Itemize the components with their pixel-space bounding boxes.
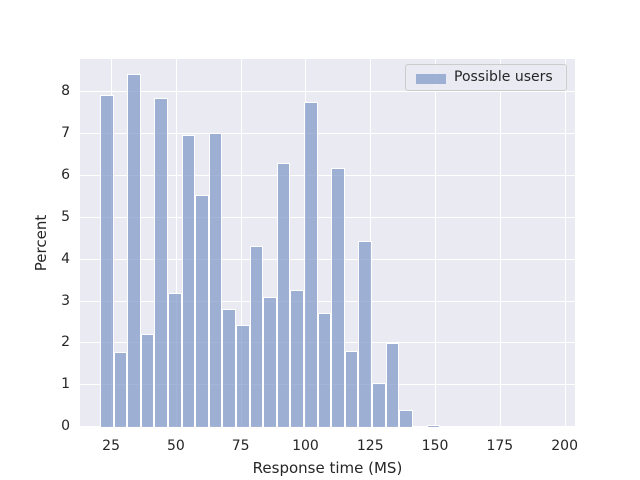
y-tick-label: 2 (61, 334, 70, 351)
y-tick-label: 7 (61, 125, 70, 142)
histogram-bar (331, 167, 345, 427)
y-gridline (80, 300, 575, 302)
y-tick-label: 3 (61, 292, 70, 309)
histogram-bar (344, 350, 359, 427)
y-tick-label: 5 (61, 208, 70, 225)
x-tick-label: 125 (356, 438, 384, 454)
y-tick-label: 0 (61, 418, 70, 434)
histogram-bar (385, 342, 400, 427)
histogram-bar (99, 95, 114, 427)
histogram-bar (358, 240, 373, 427)
histogram-bar (195, 194, 209, 427)
x-gridline (240, 59, 242, 427)
histogram-bar (372, 383, 386, 427)
histogram-bar (453, 425, 468, 427)
x-axis-label: Response time (MS) (252, 459, 403, 477)
plot-area (80, 59, 575, 427)
y-gridline (80, 175, 575, 177)
y-gridline (80, 258, 575, 260)
y-tick-label: 4 (61, 250, 70, 267)
histogram-bar (440, 426, 454, 427)
histogram-bar (154, 98, 168, 427)
x-tick-label: 25 (102, 438, 120, 454)
histogram-bar (222, 308, 236, 427)
y-tick-label: 8 (61, 83, 70, 100)
x-tick-label: 200 (551, 438, 578, 454)
y-gridline (80, 216, 575, 218)
y-tick-label: 6 (61, 167, 70, 184)
legend-label: Possible users (454, 69, 553, 85)
x-tick-label: 150 (421, 438, 449, 454)
y-gridline (80, 133, 575, 135)
histogram-bar (412, 426, 427, 427)
histogram-bar (276, 162, 291, 427)
histogram-bar (140, 333, 155, 427)
x-tick-label: 100 (292, 438, 319, 454)
x-tick-label: 75 (231, 438, 250, 454)
histogram-bar (399, 409, 413, 427)
x-gridline (175, 59, 177, 427)
y-gridline (80, 91, 575, 93)
histogram-bar (304, 101, 318, 427)
x-gridline (435, 59, 437, 427)
x-tick-label: 175 (486, 438, 514, 454)
x-gridline (564, 59, 566, 427)
histogram-bar (263, 296, 277, 427)
histogram-bar (181, 134, 196, 427)
x-gridline (499, 59, 501, 427)
y-tick-label: 1 (61, 376, 70, 393)
histogram-bar (236, 324, 250, 427)
y-axis-label: Percent (32, 214, 50, 272)
legend: Possible users (405, 64, 567, 91)
x-tick-label: 50 (166, 438, 185, 454)
histogram-bar (249, 245, 264, 427)
histogram-bar (426, 424, 441, 427)
histogram-bar (167, 292, 182, 427)
legend-swatch (416, 74, 446, 84)
histogram-bar (127, 74, 141, 427)
histogram-bar (290, 289, 305, 427)
histogram-bar (113, 351, 128, 427)
histogram-bar (317, 312, 332, 427)
histogram-bar (208, 133, 223, 427)
